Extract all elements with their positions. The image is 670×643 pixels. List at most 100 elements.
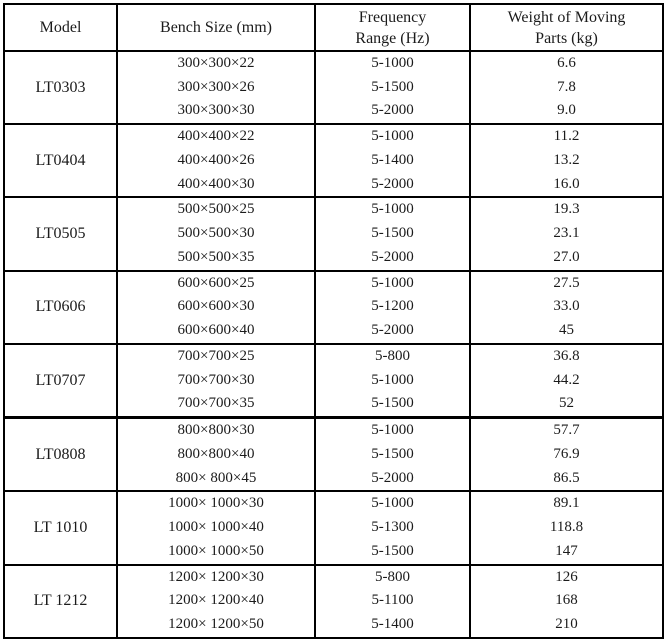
frequency-range-cell: 5-1000 — [314, 50, 471, 76]
frequency-range-cell: 5-1000 — [314, 368, 471, 393]
table-row: 800× 800×45 5-2000 86.5 — [4, 466, 664, 492]
bench-size-cell: 700×700×35 — [116, 392, 316, 418]
table-row: LT 1212 1200× 1200×30 5-800 126 — [3, 563, 664, 638]
weight-cell: 27.0 — [469, 245, 664, 271]
model-cell: LT0303 — [3, 49, 118, 125]
table-row: LT0606 600×600×25 5-1000 27.5 — [3, 269, 664, 344]
column-header-model: Model — [3, 3, 118, 52]
bench-size-cell: 600×600×40 — [116, 319, 316, 344]
table-row: 1000× 1000×40 5-1300 118.8 — [4, 516, 664, 540]
weight-cell: 89.1 — [469, 490, 664, 517]
bench-size-cell: 1000× 1000×30 — [116, 490, 316, 517]
table-row: 700×700×35 5-1500 52 — [4, 392, 664, 418]
table-row: 500×500×35 5-2000 27.0 — [4, 245, 664, 271]
weight-cell: 11.2 — [469, 123, 664, 149]
bench-size-cell: 500×500×35 — [116, 245, 316, 271]
weight-cell: 210 — [469, 613, 664, 638]
frequency-range-cell: 5-800 — [314, 342, 471, 369]
bench-size-cell: 600×600×30 — [116, 295, 316, 320]
weight-cell: 16.0 — [469, 172, 664, 198]
weight-cell: 19.3 — [469, 196, 664, 223]
bench-size-cell: 1000× 1000×40 — [116, 516, 316, 540]
table-row: 1200× 1200×50 5-1400 210 — [4, 613, 664, 638]
frequency-range-cell: 5-1000 — [314, 269, 471, 296]
table-row: LT0404 400×400×22 5-1000 11.2 — [3, 123, 664, 198]
spec-table: Model Bench Size (mm) Frequency Range (H… — [3, 3, 664, 639]
table-row: 400×400×30 5-2000 16.0 — [4, 172, 664, 198]
model-cell: LT0404 — [3, 123, 118, 198]
weight-cell: 9.0 — [469, 99, 664, 125]
model-cell: LT0808 — [3, 416, 118, 492]
frequency-range-cell: 5-2000 — [314, 172, 471, 198]
frequency-range-cell: 5-1200 — [314, 295, 471, 320]
table-row: 600×600×30 5-1200 33.0 — [4, 295, 664, 320]
frequency-range-cell: 5-1000 — [314, 416, 471, 443]
frequency-range-cell: 5-1300 — [314, 516, 471, 540]
column-header-frequency-range: Frequency Range (Hz) — [314, 3, 471, 52]
weight-cell: 44.2 — [469, 368, 664, 393]
weight-cell: 23.1 — [469, 222, 664, 246]
model-cell: LT0505 — [3, 196, 118, 271]
weight-cell: 86.5 — [469, 466, 664, 492]
weight-cell: 6.6 — [469, 50, 664, 76]
bench-size-cell: 300×300×22 — [116, 50, 316, 76]
frequency-range-cell: 5-1500 — [314, 75, 471, 100]
frequency-range-cell: 5-1500 — [314, 442, 471, 467]
frequency-range-cell: 5-1500 — [314, 222, 471, 246]
bench-size-cell: 800×800×30 — [116, 416, 316, 443]
frequency-range-cell: 5-1000 — [314, 123, 471, 149]
table-row: 1200× 1200×40 5-1100 168 — [4, 589, 664, 614]
bench-size-cell: 800× 800×45 — [116, 466, 316, 492]
table-row: 700×700×30 5-1000 44.2 — [4, 368, 664, 393]
weight-cell: 118.8 — [469, 516, 664, 540]
bench-size-cell: 1200× 1200×50 — [116, 613, 316, 638]
frequency-range-cell: 5-2000 — [314, 99, 471, 125]
table-row: LT 1010 1000× 1000×30 5-1000 89.1 — [3, 490, 664, 565]
table-row: LT0808 800×800×30 5-1000 57.7 — [3, 416, 664, 492]
frequency-range-cell: 5-1100 — [314, 589, 471, 614]
weight-cell: 147 — [469, 539, 664, 565]
weight-cell: 36.8 — [469, 342, 664, 369]
weight-cell: 76.9 — [469, 442, 664, 467]
weight-cell: 57.7 — [469, 416, 664, 443]
bench-size-cell: 700×700×30 — [116, 368, 316, 393]
weight-cell: 27.5 — [469, 269, 664, 296]
weight-cell: 52 — [469, 392, 664, 418]
bench-size-cell: 1200× 1200×40 — [116, 589, 316, 614]
table-row: 300×300×30 5-2000 9.0 — [4, 99, 664, 125]
table-row: LT0303 300×300×22 5-1000 6.6 — [3, 49, 664, 125]
weight-cell: 13.2 — [469, 148, 664, 173]
bench-size-cell: 300×300×30 — [116, 99, 316, 125]
table-body: LT0303 300×300×22 5-1000 6.6 300×300×26 5-150… — [3, 49, 664, 638]
bench-size-cell: 800×800×40 — [116, 442, 316, 467]
weight-cell: 168 — [469, 589, 664, 614]
weight-cell: 7.8 — [469, 75, 664, 100]
table-row: 600×600×40 5-2000 45 — [4, 319, 664, 344]
table-row: 800×800×40 5-1500 76.9 — [4, 442, 664, 467]
bench-size-cell: 300×300×26 — [116, 75, 316, 100]
model-cell: LT 1212 — [3, 563, 118, 638]
bench-size-cell: 1200× 1200×30 — [116, 563, 316, 590]
bench-size-cell: 500×500×25 — [116, 196, 316, 223]
model-cell: LT0707 — [3, 342, 118, 418]
frequency-range-cell: 5-1500 — [314, 539, 471, 565]
weight-cell: 126 — [469, 563, 664, 590]
model-cell: LT 1010 — [3, 490, 118, 565]
frequency-range-cell: 5-2000 — [314, 466, 471, 492]
bench-size-cell: 400×400×30 — [116, 172, 316, 198]
header-row: Model Bench Size (mm) Frequency Range (H… — [3, 3, 664, 52]
bench-size-cell: 1000× 1000×50 — [116, 539, 316, 565]
bench-size-cell: 400×400×26 — [116, 148, 316, 173]
table-header: Model Bench Size (mm) Frequency Range (H… — [3, 3, 664, 52]
bench-size-cell: 600×600×25 — [116, 269, 316, 296]
frequency-range-cell: 5-1400 — [314, 613, 471, 638]
frequency-range-cell: 5-1400 — [314, 148, 471, 173]
frequency-range-cell: 5-800 — [314, 563, 471, 590]
column-header-weight: Weight of Moving Parts (kg) — [469, 3, 664, 52]
frequency-range-cell: 5-1500 — [314, 392, 471, 418]
bench-size-cell: 500×500×30 — [116, 222, 316, 246]
bench-size-cell: 400×400×22 — [116, 123, 316, 149]
table-row: LT0505 500×500×25 5-1000 19.3 — [3, 196, 664, 271]
column-header-bench-size: Bench Size (mm) — [116, 3, 316, 52]
